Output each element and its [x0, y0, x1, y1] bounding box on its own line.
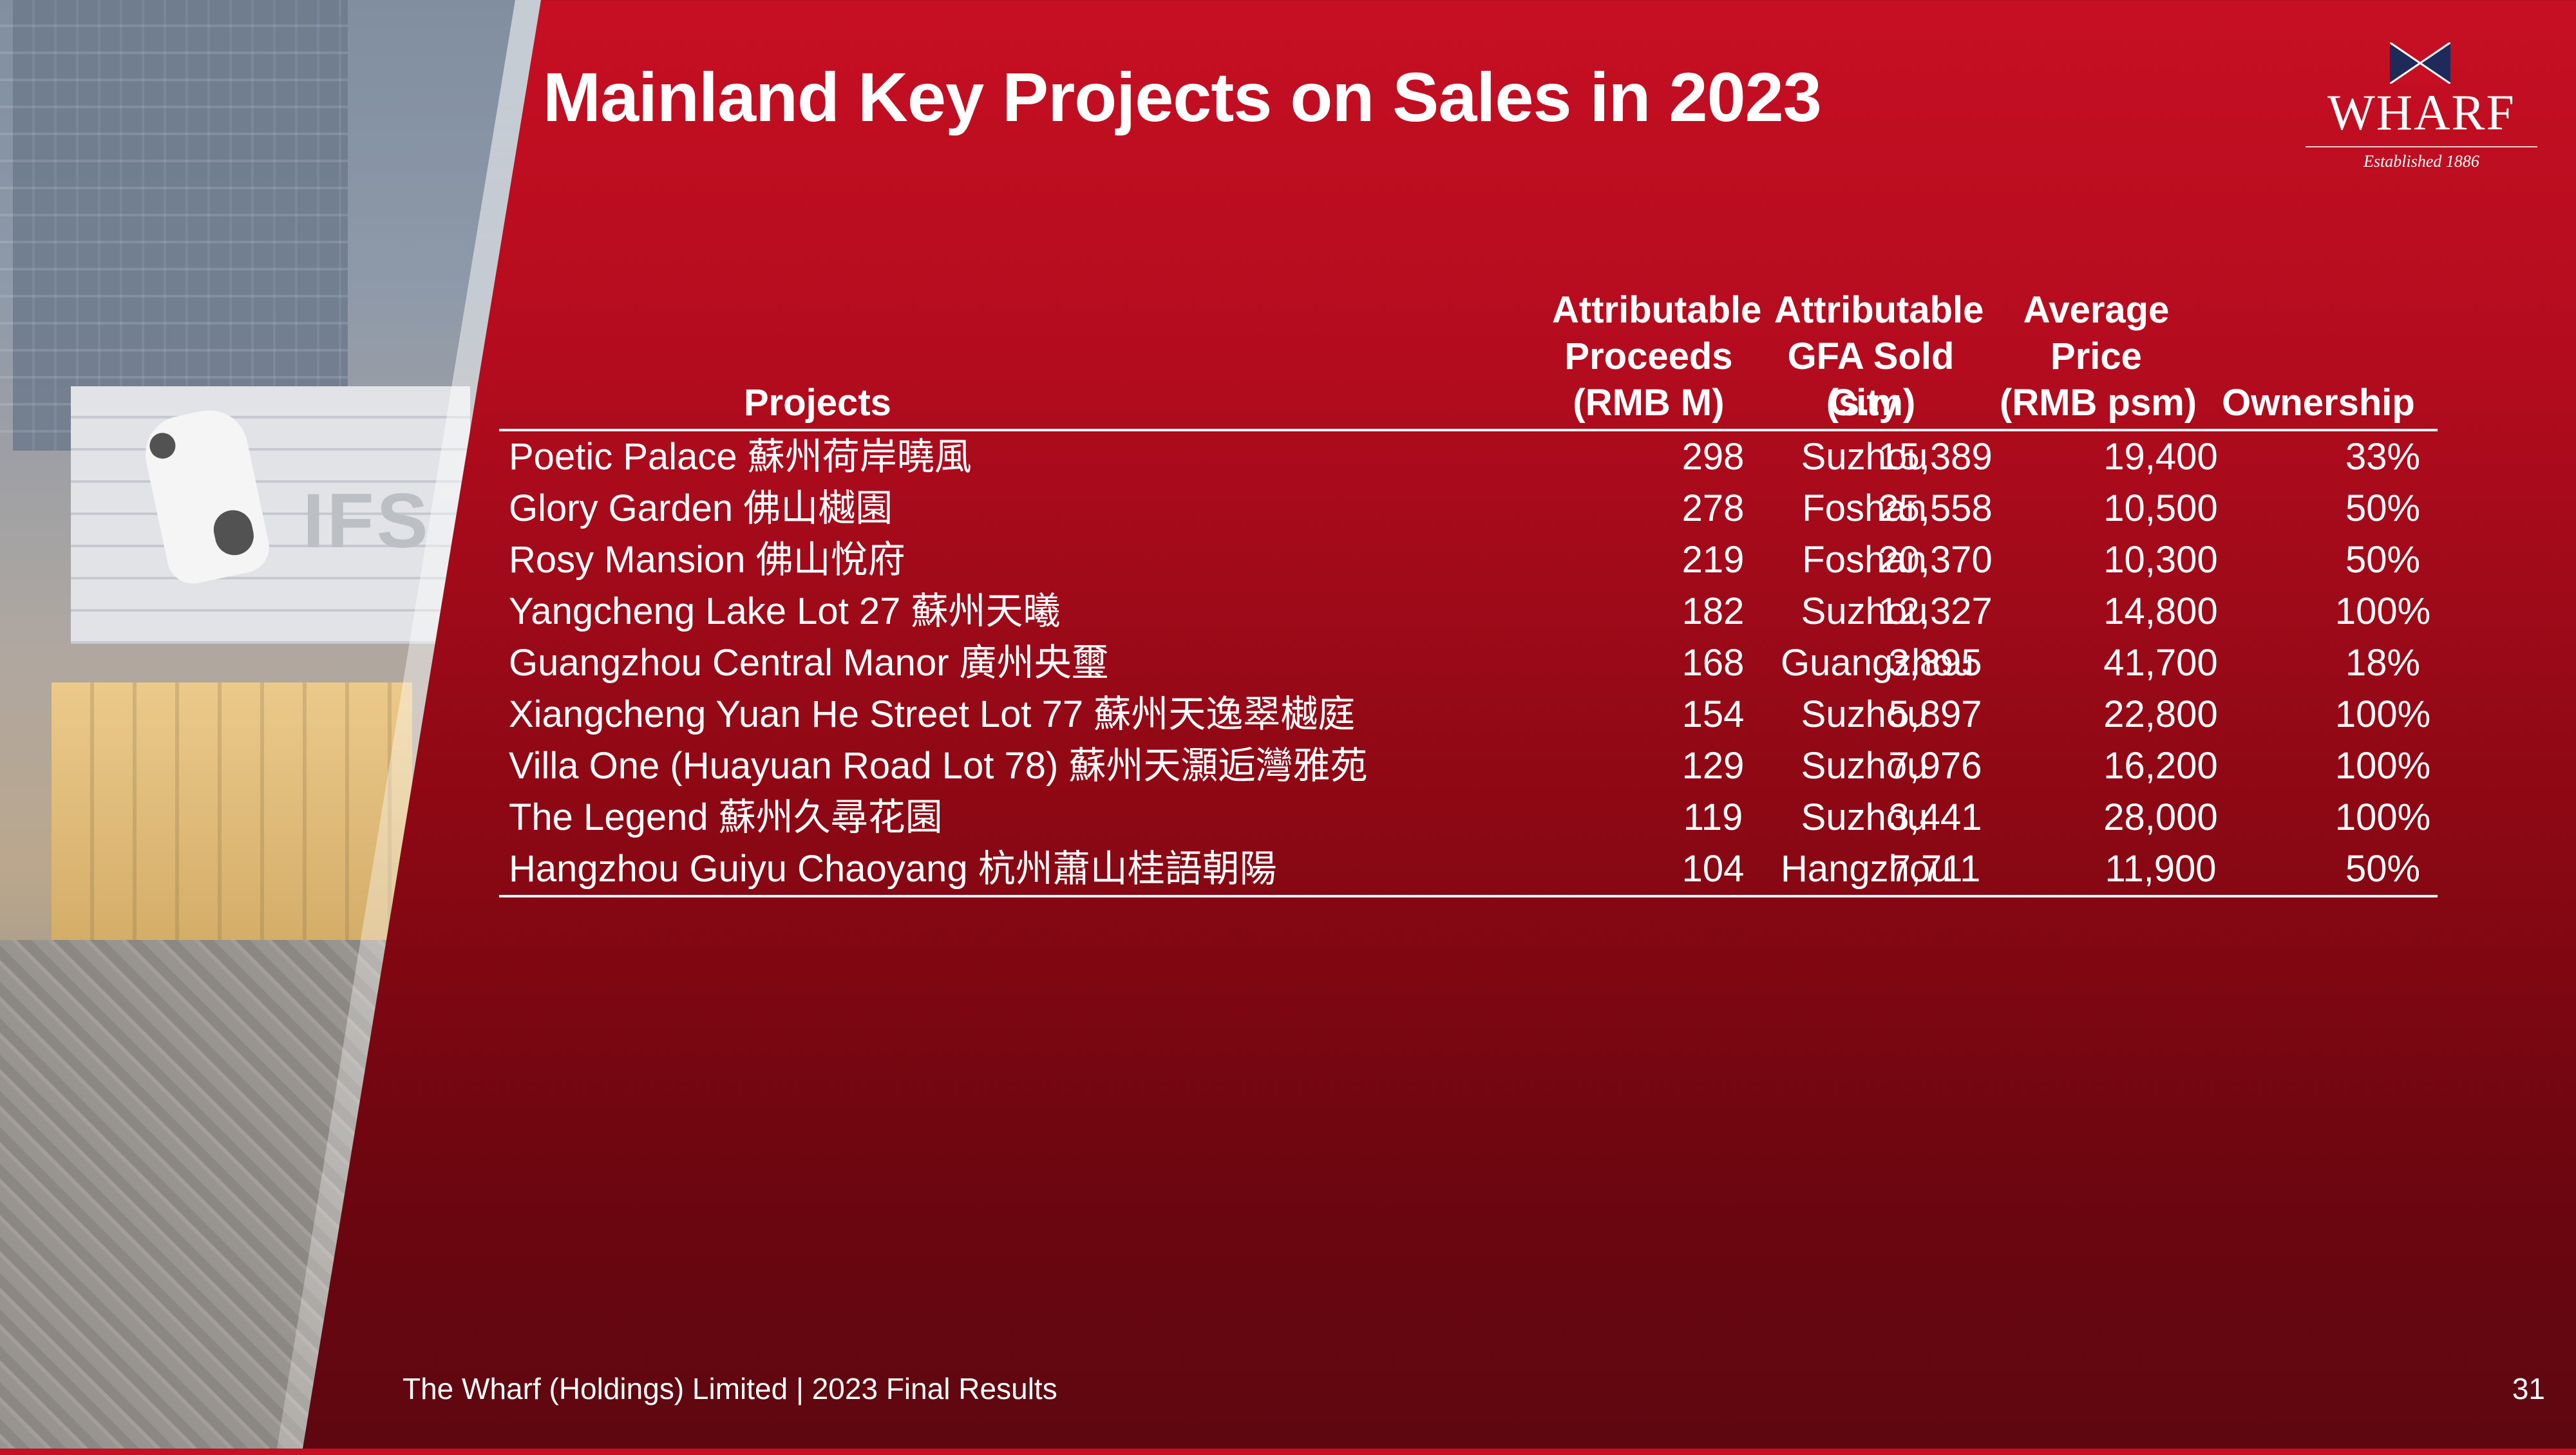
table-row: Yangcheng Lake Lot 27 蘇州天曦 Suzhou 182 12…	[499, 586, 2438, 637]
header-proceeds-line3: (RMB M)	[1573, 382, 1725, 424]
cell-proceeds: 168	[1681, 642, 1745, 684]
cell-gfa: 20,370	[1878, 539, 1993, 581]
background-photo: IFS	[0, 0, 541, 1449]
table-row: The Legend 蘇州久尋花園 Suzhou 119 3,441 28,00…	[499, 792, 2438, 843]
cell-proceeds: 298	[1681, 436, 1745, 478]
flag-icon	[2390, 42, 2450, 84]
cell-average-price: 11,900	[2105, 848, 2217, 890]
header-avg-line1: Average	[2023, 289, 2170, 331]
cell-average-price: 41,700	[2103, 642, 2218, 684]
table-row: Hangzhou Guiyu Chaoyang 杭州蕭山桂語朝陽 Hangzho…	[499, 843, 2438, 895]
cell-city: Suzhou	[1801, 436, 1928, 478]
cell-average-price: 10,300	[2103, 539, 2218, 581]
table-row: Glory Garden 佛山樾園 Foshan 278 25,558 10,5…	[499, 483, 2438, 534]
header-avg-line3: (RMB psm)	[2000, 382, 2197, 424]
wharf-logo: WHARF Established 1886	[2306, 39, 2537, 180]
table-row: Xiangcheng Yuan He Street Lot 77 蘇州天逸翠樾庭…	[499, 689, 2438, 740]
page-number: 31	[2512, 1372, 2545, 1405]
cell-ownership: 100%	[2334, 796, 2431, 838]
slide-footer: The Wharf (Holdings) Limited | 2023 Fina…	[402, 1372, 1057, 1405]
cell-proceeds: 104	[1681, 848, 1745, 890]
cell-gfa: 25,558	[1878, 487, 1993, 529]
cell-proceeds: 278	[1681, 487, 1745, 529]
cell-gfa: 7,976	[1888, 745, 1982, 787]
table-row: Rosy Mansion 佛山悅府 Foshan 219 20,370 10,3…	[499, 534, 2438, 586]
projects-table: Projects City Attributable Proceeds (RMB…	[499, 283, 2438, 897]
header-city: City	[1829, 382, 1900, 424]
header-ownership: Ownership	[2222, 382, 2415, 424]
cell-average-price: 14,800	[2103, 590, 2218, 632]
header-average-price: Average Price (RMB psm)	[2000, 287, 2197, 426]
photo-overlay	[0, 0, 541, 1449]
table-header: Projects City Attributable Proceeds (RMB…	[499, 283, 2438, 431]
cell-project: Hangzhou Guiyu Chaoyang 杭州蕭山桂語朝陽	[509, 848, 1277, 890]
cell-proceeds: 129	[1681, 745, 1745, 787]
cell-project: Glory Garden 佛山樾園	[509, 487, 893, 529]
header-gfa-line3: (s.m)	[1826, 382, 1916, 424]
cell-average-price: 16,200	[2103, 745, 2218, 787]
cell-city: Suzhou	[1801, 796, 1928, 838]
logo-tagline: Established 1886	[2363, 152, 2479, 171]
cell-project: Xiangcheng Yuan He Street Lot 77 蘇州天逸翠樾庭	[509, 693, 1356, 735]
cell-proceeds: 182	[1681, 590, 1745, 632]
cell-city: Guangzhou	[1781, 642, 1974, 684]
header-gfa-line1: Attributable	[1774, 289, 1984, 331]
cell-average-price: 22,800	[2103, 693, 2218, 735]
logo-wordmark: WHARF	[2327, 84, 2515, 140]
cell-ownership: 50%	[2345, 848, 2421, 890]
cell-gfa: 15,389	[1878, 436, 1993, 478]
cell-project: The Legend 蘇州久尋花園	[509, 796, 943, 838]
logo-divider	[2306, 146, 2537, 147]
header-proceeds-line1: Attributable	[1552, 289, 1762, 331]
cell-proceeds: 119	[1683, 796, 1743, 838]
cell-city: Suzhou	[1801, 590, 1928, 632]
cell-average-price: 19,400	[2103, 436, 2218, 478]
cell-ownership: 100%	[2334, 745, 2431, 787]
cell-gfa: 12,327	[1878, 590, 1993, 632]
cell-city: Foshan	[1802, 539, 1927, 581]
cell-project: Guangzhou Central Manor 廣州央璽	[509, 642, 1109, 684]
slide-title: Mainland Key Projects on Sales in 2023	[543, 58, 1822, 136]
table-row: Guangzhou Central Manor 廣州央璽 Guangzhou 1…	[499, 637, 2438, 689]
cell-ownership: 100%	[2334, 693, 2431, 735]
header-proceeds: Attributable Proceeds (RMB M)	[1552, 287, 1762, 426]
cell-ownership: 33%	[2345, 436, 2421, 478]
cell-ownership: 18%	[2345, 642, 2421, 684]
cell-project: Villa One (Huayuan Road Lot 78) 蘇州天灝逅灣雅苑	[509, 745, 1368, 787]
cell-gfa: 3,441	[1888, 796, 1982, 838]
cell-average-price: 28,000	[2103, 796, 2218, 838]
cell-ownership: 50%	[2345, 487, 2421, 529]
table-bottom-rule	[499, 895, 2438, 897]
cell-city: Foshan	[1802, 487, 1927, 529]
header-avg-line2: Price	[2050, 335, 2142, 377]
cell-project: Yangcheng Lake Lot 27 蘇州天曦	[509, 590, 1061, 632]
cell-ownership: 50%	[2345, 539, 2421, 581]
cell-project: Rosy Mansion 佛山悅府	[509, 539, 905, 581]
header-projects: Projects	[744, 382, 891, 424]
table-row: Poetic Palace 蘇州荷岸曉風 Suzhou 298 15,389 1…	[499, 431, 2438, 483]
cell-city: Suzhou	[1801, 693, 1928, 735]
table-row: Villa One (Huayuan Road Lot 78) 蘇州天灝逅灣雅苑…	[499, 740, 2438, 792]
cell-project: Poetic Palace 蘇州荷岸曉風	[509, 436, 972, 478]
cell-gfa: 3,895	[1888, 642, 1982, 684]
cell-average-price: 10,500	[2103, 487, 2218, 529]
header-gfa-line2: GFA Sold	[1787, 335, 1955, 377]
cell-city: Suzhou	[1801, 745, 1928, 787]
cell-gfa: 5,897	[1888, 693, 1982, 735]
cell-proceeds: 154	[1681, 693, 1745, 735]
cell-gfa: 7,711	[1889, 848, 1981, 890]
cell-city: Hangzhou	[1781, 848, 1951, 890]
header-proceeds-line2: Proceeds	[1564, 335, 1733, 377]
header-gfa: Attributable GFA Sold (s.m)	[1774, 287, 1984, 426]
cell-ownership: 100%	[2334, 590, 2431, 632]
cell-proceeds: 219	[1681, 539, 1745, 581]
